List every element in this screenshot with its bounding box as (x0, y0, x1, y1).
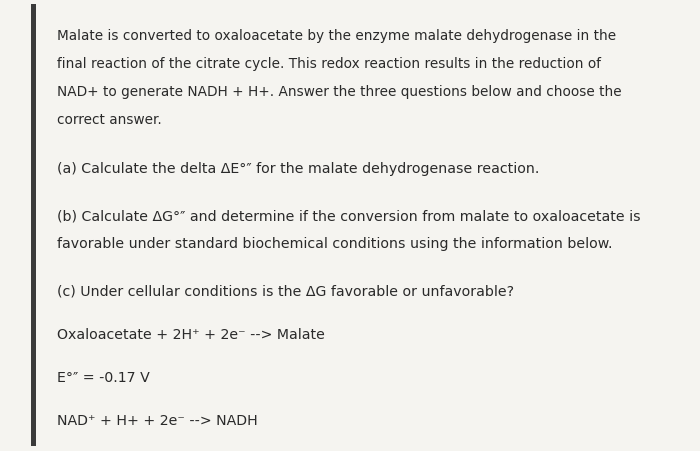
Text: favorable under standard biochemical conditions using the information below.: favorable under standard biochemical con… (57, 237, 613, 251)
Text: E°″ = -0.17 V: E°″ = -0.17 V (57, 370, 150, 384)
Text: (c) Under cellular conditions is the ΔG favorable or unfavorable?: (c) Under cellular conditions is the ΔG … (57, 284, 514, 298)
Text: final reaction of the citrate cycle. This redox reaction results in the reductio: final reaction of the citrate cycle. Thi… (57, 57, 601, 71)
Text: correct answer.: correct answer. (57, 113, 162, 127)
Text: (b) Calculate ΔG°″ and determine if the conversion from malate to oxaloacetate i: (b) Calculate ΔG°″ and determine if the … (57, 209, 641, 223)
Text: NAD⁺ + H+ + 2e⁻ --> NADH: NAD⁺ + H+ + 2e⁻ --> NADH (57, 413, 258, 427)
Text: NAD+ to generate NADH + H+. Answer the three questions below and choose the: NAD+ to generate NADH + H+. Answer the t… (57, 85, 622, 99)
Text: (a) Calculate the delta ΔE°″ for the malate dehydrogenase reaction.: (a) Calculate the delta ΔE°″ for the mal… (57, 161, 540, 175)
Text: Oxaloacetate + 2H⁺ + 2e⁻ --> Malate: Oxaloacetate + 2H⁺ + 2e⁻ --> Malate (57, 327, 326, 341)
Bar (31, 5, 36, 446)
Text: Malate is converted to oxaloacetate by the enzyme malate dehydrogenase in the: Malate is converted to oxaloacetate by t… (57, 29, 617, 43)
